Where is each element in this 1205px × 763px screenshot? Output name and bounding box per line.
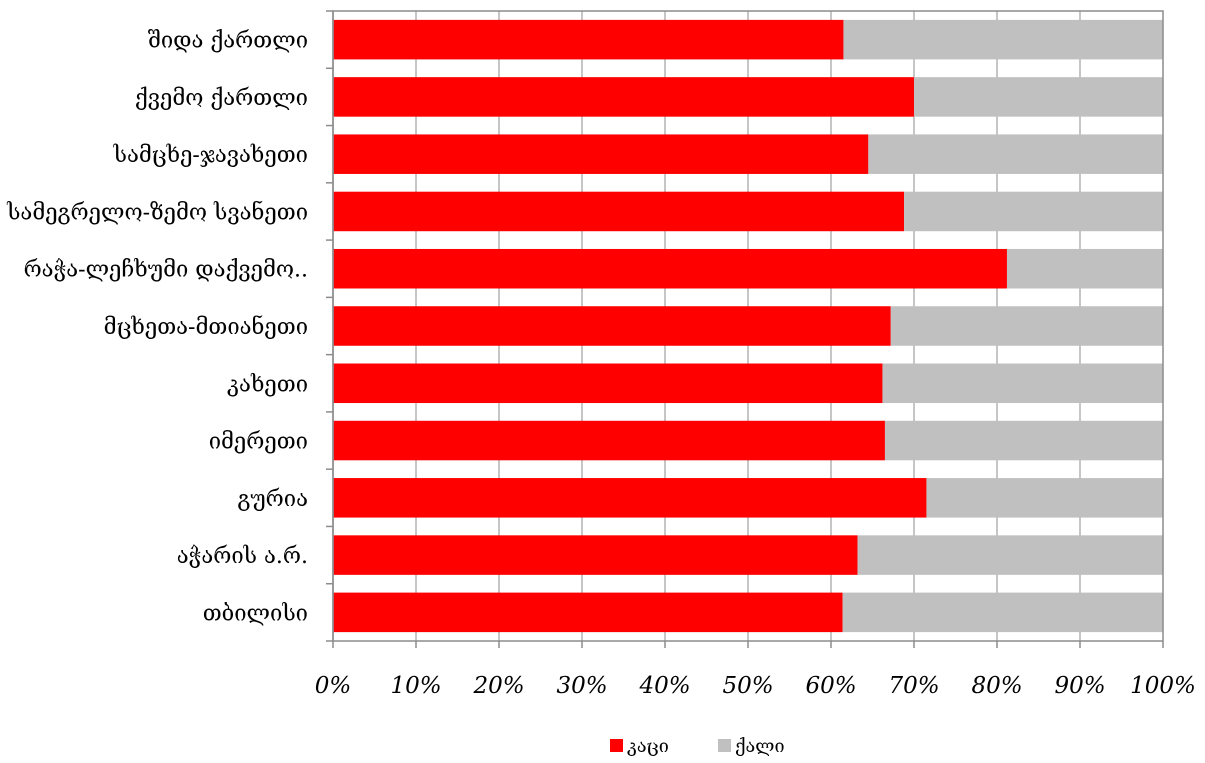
x-tick-label: 100%	[1130, 673, 1196, 699]
category-label: სამეგრელო-ზემო სვანეთი	[6, 199, 308, 225]
bar-segment-series1	[333, 363, 883, 404]
category-label: გურია	[237, 487, 308, 512]
x-tick-label: 80%	[971, 673, 1022, 699]
category-label: თბილისი	[203, 601, 308, 626]
legend: კაცი ქალი	[610, 736, 785, 757]
category-label: აჭარის ა.რ.	[177, 544, 308, 569]
bar-segment-series2	[1006, 248, 1163, 289]
bar-segment-series1	[333, 535, 858, 575]
x-tick-label: 90%	[1054, 673, 1105, 699]
legend-swatch	[718, 739, 731, 752]
bar-segment-series2	[914, 77, 1163, 117]
bar-segment-series1	[333, 77, 914, 117]
category-labels: შიდა ქართლი ქვემო ქართლი სამცხე-ჯავახეთი სა…	[6, 29, 308, 627]
x-tick-labels: 0% 10% 20% 30% 40% 50% 60% 70% 80% 90% 100%	[315, 673, 1196, 699]
bar-segment-series1	[333, 478, 927, 518]
bar-segment-series2	[926, 478, 1163, 518]
bars	[333, 19, 1163, 633]
category-label: იმერეთი	[209, 430, 308, 455]
bar-segment-series2	[857, 535, 1163, 575]
category-label: სამცხე-ჯავახეთი	[113, 143, 308, 168]
x-tick-label: 0%	[315, 673, 352, 699]
bar-segment-series1	[333, 592, 843, 633]
bar-segment-series2	[884, 420, 1163, 461]
legend-label: ქალი	[735, 736, 785, 757]
bar-segment-series1	[333, 420, 885, 461]
bar-segment-series1	[333, 306, 891, 346]
bar-segment-series1	[333, 191, 905, 232]
category-label: ქვემო ქართლი	[135, 86, 308, 111]
bar-segment-series2	[868, 134, 1163, 174]
bar-segment-series2	[842, 592, 1163, 633]
axes	[326, 10, 1164, 648]
x-tick-label: 50%	[722, 673, 773, 699]
x-tick-label: 20%	[472, 673, 524, 699]
bar-segment-series2	[843, 19, 1163, 60]
bar-segment-series2	[904, 191, 1163, 232]
x-tick-label: 60%	[805, 673, 856, 699]
category-label: რაჭა-ლეჩხუმი დაქვემო..	[24, 258, 308, 283]
legend-label: კაცი	[627, 736, 669, 757]
x-tick-label: 40%	[638, 673, 690, 699]
bar-segment-series1	[333, 134, 869, 174]
x-tick-label: 10%	[390, 673, 441, 699]
x-tick-label: 30%	[556, 673, 607, 699]
x-tick-label: 70%	[888, 673, 939, 699]
legend-swatch	[610, 739, 623, 752]
bar-segment-series2	[882, 363, 1163, 404]
bar-segment-series1	[333, 248, 1007, 289]
category-label: კახეთი	[227, 372, 308, 397]
bar-segment-series2	[890, 306, 1163, 346]
category-label: შიდა ქართლი	[148, 29, 308, 54]
bar-segment-series1	[333, 19, 844, 60]
category-label: მცხეთა-მთიანეთი	[104, 314, 308, 340]
